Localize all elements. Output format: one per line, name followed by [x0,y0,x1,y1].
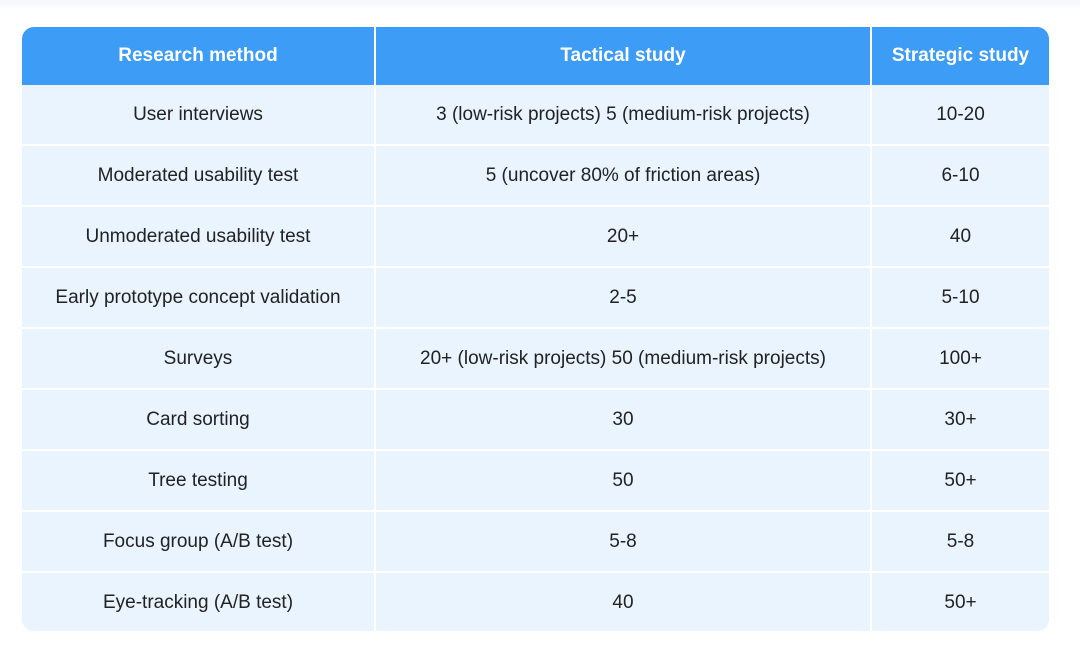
header-research-method: Research method [22,27,375,85]
cell-research-method: Unmoderated usability test [22,205,375,267]
table-row: User interviews 3 (low-risk projects) 5 … [22,85,1049,145]
cell-research-method: Moderated usability test [22,144,375,206]
cell-research-method: Eye-tracking (A/B test) [22,571,375,631]
cell-research-method: Surveys [22,327,375,389]
data-table: Research method Tactical study Strategic… [22,27,1049,631]
research-sample-size-table: Research method Tactical study Strategic… [22,27,1049,631]
top-strip [0,0,1080,10]
table-row: Card sorting 30 30+ [22,388,1049,450]
cell-strategic-study: 50+ [870,449,1049,511]
cell-research-method: User interviews [22,85,375,145]
cell-strategic-study: 40 [870,205,1049,267]
header-strategic-study: Strategic study [870,27,1049,85]
cell-tactical-study: 30 [374,388,871,450]
cell-tactical-study: 50 [374,449,871,511]
header-row: Research method Tactical study Strategic… [22,27,1049,85]
cell-tactical-study: 5 (uncover 80% of friction areas) [374,144,871,206]
cell-strategic-study: 10-20 [870,85,1049,145]
cell-strategic-study: 50+ [870,571,1049,631]
cell-strategic-study: 100+ [870,327,1049,389]
table-row: Surveys 20+ (low-risk projects) 50 (medi… [22,327,1049,389]
header-tactical-study: Tactical study [374,27,871,85]
cell-strategic-study: 6-10 [870,144,1049,206]
cell-strategic-study: 5-8 [870,510,1049,572]
cell-research-method: Early prototype concept validation [22,266,375,328]
cell-tactical-study: 20+ (low-risk projects) 50 (medium-risk … [374,327,871,389]
cell-strategic-study: 5-10 [870,266,1049,328]
cell-strategic-study: 30+ [870,388,1049,450]
table-body: User interviews 3 (low-risk projects) 5 … [22,85,1049,631]
table-row: Tree testing 50 50+ [22,449,1049,511]
table-row: Early prototype concept validation 2-5 5… [22,266,1049,328]
table-row: Unmoderated usability test 20+ 40 [22,205,1049,267]
cell-research-method: Tree testing [22,449,375,511]
table-row: Eye-tracking (A/B test) 40 50+ [22,571,1049,631]
table-row: Moderated usability test 5 (uncover 80% … [22,144,1049,206]
table-row: Focus group (A/B test) 5-8 5-8 [22,510,1049,572]
cell-research-method: Card sorting [22,388,375,450]
table-header: Research method Tactical study Strategic… [22,27,1049,85]
cell-tactical-study: 3 (low-risk projects) 5 (medium-risk pro… [374,85,871,145]
cell-research-method: Focus group (A/B test) [22,510,375,572]
cell-tactical-study: 2-5 [374,266,871,328]
cell-tactical-study: 40 [374,571,871,631]
cell-tactical-study: 20+ [374,205,871,267]
cell-tactical-study: 5-8 [374,510,871,572]
